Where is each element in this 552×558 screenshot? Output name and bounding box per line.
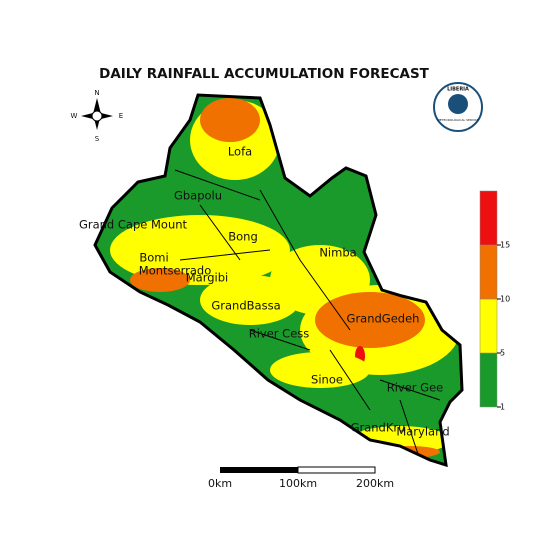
- scale-label: 0km: [208, 477, 232, 490]
- compass-w: W: [71, 112, 78, 120]
- logo-name: LIBERIA: [447, 87, 469, 93]
- legend-swatch: [479, 190, 498, 246]
- compass: N S E W: [71, 89, 124, 143]
- country-outline: [93, 93, 464, 468]
- compass-s: S: [95, 135, 100, 143]
- compass-e: E: [119, 112, 123, 120]
- county-label: GrandGedeh: [347, 312, 420, 326]
- map-title: DAILY RAINFALL ACCUMULATION FORECAST: [99, 66, 430, 82]
- county-label: Montserrado: [139, 264, 211, 278]
- county-label: Sinoe: [311, 373, 343, 387]
- county-label: Maryland: [396, 425, 449, 439]
- county-label: River Gee: [387, 381, 444, 395]
- scale-label: 200km: [356, 477, 394, 490]
- county-label: Bong: [228, 230, 258, 244]
- county-label: Gbapolu: [174, 189, 222, 203]
- logo: LIBERIA METEOROLOGICAL SERVICE: [433, 82, 483, 132]
- legend-swatch: [479, 298, 498, 354]
- county-label: GrandBassa: [211, 299, 280, 313]
- county-label: Margibi: [186, 271, 229, 285]
- scale-bar: 0km 100km 200km: [208, 466, 394, 490]
- compass-n: N: [94, 89, 99, 97]
- logo-subtitle: METEOROLOGICAL SERVICE: [437, 118, 479, 122]
- county-label: Bomi: [139, 251, 168, 265]
- legend-swatch: [479, 352, 498, 408]
- county-label: River Cess: [249, 327, 310, 341]
- legend-tick-label: 10: [500, 295, 510, 304]
- county-label: Grand Cape Mount: [79, 218, 188, 232]
- county-labels: Lofa Gbapolu Grand Cape Mount Bong Nimba Bomi…: [79, 145, 450, 439]
- scale-label: 100km: [279, 477, 317, 490]
- legend-tick-label: 1: [500, 403, 505, 412]
- legend-swatch: [479, 244, 498, 300]
- legend-tick-label: 5: [500, 349, 505, 358]
- county-label: GrandKru: [351, 421, 406, 435]
- county-label: Nimba: [319, 246, 356, 260]
- county-label: Lofa: [228, 145, 252, 159]
- legend-tick-label: 15: [500, 241, 510, 250]
- rainfall-zones: [95, 95, 462, 465]
